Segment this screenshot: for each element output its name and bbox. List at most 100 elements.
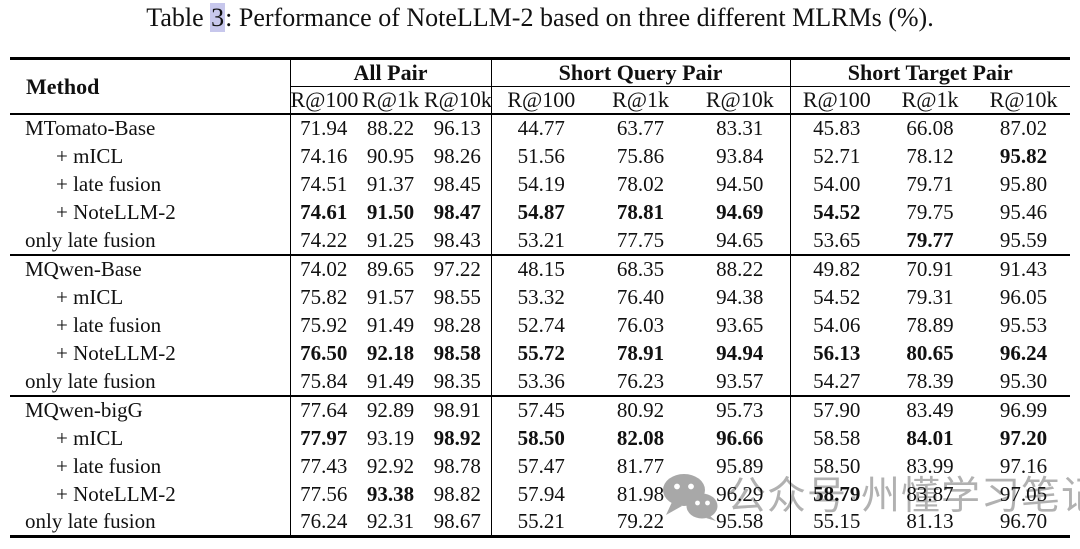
metric-cell: 93.65 — [716, 312, 764, 337]
metric-cell: 54.00 — [789, 170, 884, 199]
metric-cell: 79.31 — [906, 284, 954, 309]
metric-cell: 75.82 — [289, 283, 357, 312]
metric-cell: 57.90 — [789, 394, 884, 425]
metric-cell: 76.50 — [289, 339, 357, 368]
metric-cell: 54.19 — [490, 170, 592, 199]
metric-cell: 77.64 — [289, 394, 357, 425]
metric-cell: 95.89 — [716, 453, 764, 478]
method-cell: + mICL — [56, 425, 124, 450]
metric-cell: 58.50 — [490, 424, 592, 453]
metric-cell: 87.02 — [999, 116, 1048, 141]
metric-cell: 53.65 — [789, 226, 884, 255]
metric-cell: 92.18 — [366, 341, 415, 366]
results-table: Method All Pair Short Query Pair Short T… — [10, 57, 1071, 539]
metric-cell: 57.94 — [490, 480, 592, 509]
metric-cell: 98.43 — [433, 227, 481, 252]
metric-cell: 98.67 — [433, 509, 481, 534]
caption-suffix: : Performance of NoteLLM-2 based on thre… — [225, 3, 934, 32]
metric-cell: 93.19 — [366, 425, 415, 450]
metric-cell: 98.26 — [433, 143, 481, 168]
metric-cell: 97.20 — [999, 425, 1048, 450]
metric-cell: 49.82 — [789, 253, 884, 284]
metric-cell: 91.50 — [366, 200, 415, 225]
metric-cell: 77.97 — [289, 424, 357, 453]
metric-cell: 91.49 — [366, 312, 415, 337]
table-row: + mICL 74.16 90.95 98.26 51.56 75.86 93.84 52.7… — [10, 142, 1070, 171]
metric-cell: 78.81 — [616, 200, 665, 225]
metric-cell: 78.39 — [906, 368, 954, 393]
metric-cell: 54.52 — [789, 198, 884, 227]
method-cell: + late fusion — [56, 171, 162, 196]
metric-cell: 57.47 — [490, 452, 592, 481]
metric-cell: 96.70 — [999, 509, 1048, 534]
metric-cell: 75.84 — [289, 367, 357, 396]
metric-cell: 56.13 — [789, 339, 884, 368]
metric-cell: 95.53 — [999, 312, 1048, 337]
metric-cell: 74.51 — [289, 170, 357, 199]
metric-cell: 81.77 — [616, 453, 665, 478]
table-row: + mICL 75.82 91.57 98.55 53.32 76.40 94.38 54.5… — [10, 283, 1070, 312]
metric-cell: 91.49 — [366, 368, 415, 393]
metric-cell: 98.45 — [433, 171, 481, 196]
metric-cell: 54.52 — [789, 283, 884, 312]
metric-cell: 78.12 — [906, 143, 954, 168]
metric-cell: 74.02 — [289, 253, 357, 284]
metric-cell: 75.92 — [289, 311, 357, 340]
metric-cell: 58.58 — [789, 424, 884, 453]
table-caption: Table 3: Performance of NoteLLM-2 based … — [0, 2, 1080, 34]
metric-header: R@100 — [289, 86, 359, 115]
metric-header: R@100 — [490, 86, 592, 115]
metric-cell: 54.87 — [490, 198, 592, 227]
metric-cell: 81.98 — [616, 482, 665, 507]
metric-cell: 97.05 — [999, 482, 1048, 507]
metric-cell: 55.21 — [490, 508, 592, 537]
group-header-short-query-pair: Short Query Pair — [490, 58, 791, 87]
metric-cell: 53.36 — [490, 367, 592, 396]
table-row: + NoteLLM-2 74.61 91.50 98.47 54.87 78.81 94.6… — [10, 198, 1070, 227]
metric-cell: 95.82 — [999, 143, 1048, 168]
metric-header: R@10k — [977, 86, 1071, 115]
metric-cell: 57.45 — [490, 394, 592, 425]
metric-cell: 54.27 — [789, 367, 884, 396]
metric-cell: 81.13 — [906, 509, 954, 534]
table-ref-link[interactable]: 3 — [210, 3, 226, 32]
metric-cell: 70.91 — [883, 253, 978, 284]
table-row: + late fusion 77.43 92.92 98.78 57.47 81.77 95… — [10, 452, 1070, 481]
metric-cell: 93.38 — [366, 482, 415, 507]
method-cell: + mICL — [56, 284, 124, 309]
metric-cell: 94.50 — [716, 171, 764, 196]
metric-cell: 98.55 — [433, 284, 481, 309]
table-row: MTomato-Base 71.94 88.22 96.13 44.77 63.77 83.… — [10, 114, 1070, 143]
group-header-short-target-pair: Short Target Pair — [789, 58, 1071, 87]
metric-cell: 53.21 — [490, 226, 592, 255]
metric-cell: 76.24 — [289, 508, 357, 537]
metric-cell: 96.99 — [977, 394, 1071, 425]
metric-header: R@10k — [424, 86, 492, 115]
metric-cell: 98.92 — [433, 425, 481, 450]
metric-cell: 76.23 — [616, 368, 665, 393]
metric-cell: 83.99 — [906, 453, 954, 478]
metric-cell: 84.01 — [906, 425, 954, 450]
method-cell: MQwen-Base — [10, 253, 290, 284]
metric-header: R@1k — [357, 86, 424, 115]
table-row: + late fusion 74.51 91.37 98.45 54.19 78.02 94… — [10, 170, 1070, 199]
header-metric-row: R@100 R@1k R@10k R@100 R@1k R@10k R@100 … — [10, 86, 1071, 115]
metric-cell: 91.57 — [366, 284, 415, 309]
group-header-all-pair: All Pair — [289, 58, 492, 87]
metric-cell: 77.56 — [289, 480, 357, 509]
metric-cell: 80.92 — [591, 394, 691, 425]
metric-header: R@1k — [591, 86, 691, 115]
metric-cell: 95.59 — [999, 227, 1048, 252]
method-cell: MTomato-Base — [25, 116, 156, 141]
metric-cell: 98.78 — [433, 453, 481, 478]
metric-cell: 63.77 — [616, 116, 665, 141]
metric-cell: 48.15 — [490, 253, 592, 284]
metric-cell: 98.58 — [433, 341, 481, 366]
metric-cell: 76.40 — [616, 284, 665, 309]
method-cell: only late fusion — [25, 368, 156, 393]
metric-cell: 93.57 — [716, 368, 764, 393]
method-cell: MQwen-bigG — [10, 394, 290, 425]
metric-cell: 91.37 — [366, 171, 415, 196]
metric-cell: 71.94 — [289, 114, 357, 143]
metric-cell: 58.79 — [789, 480, 884, 509]
